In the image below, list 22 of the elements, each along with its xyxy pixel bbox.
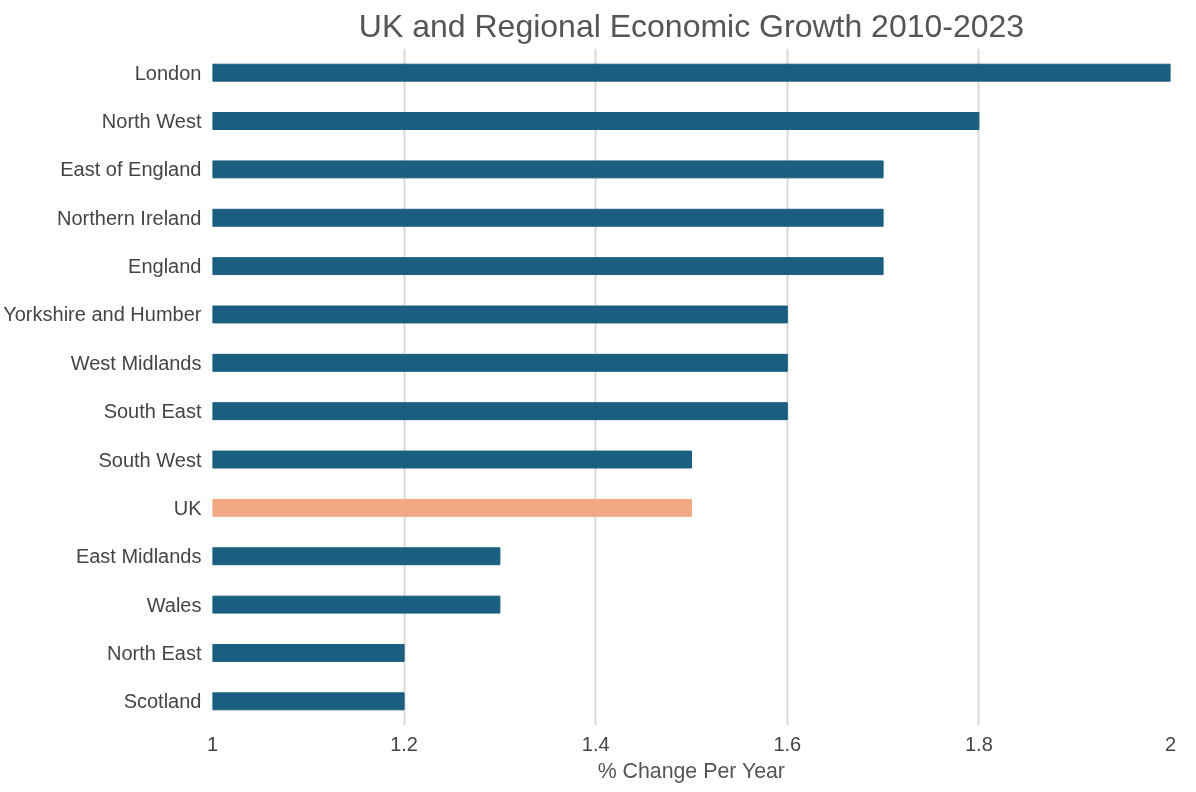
y-tick-label: North East bbox=[107, 641, 202, 664]
y-tick-label: North West bbox=[101, 110, 202, 133]
x-tick-label: 1.4 bbox=[581, 732, 610, 755]
chart-title: UK and Regional Economic Growth 2010-2023 bbox=[358, 7, 1025, 44]
x-tick-label: 1.2 bbox=[390, 732, 419, 755]
y-tick-label: South East bbox=[103, 400, 202, 423]
y-tick-label: London bbox=[134, 61, 202, 84]
y-tick-label: UK bbox=[173, 496, 203, 519]
x-tick-label: 1 bbox=[206, 732, 219, 755]
y-tick-label: East of England bbox=[60, 158, 202, 181]
x-tick-label: 2 bbox=[1164, 732, 1177, 755]
y-tick-label: Scotland bbox=[123, 690, 202, 713]
x-tick-label: 1.8 bbox=[965, 732, 993, 755]
y-tick-label: Northern Ireland bbox=[56, 206, 202, 229]
y-tick-label: Wales bbox=[146, 593, 202, 616]
y-tick-label: Yorkshire and Humber bbox=[3, 303, 202, 326]
x-tick-label: 1.6 bbox=[773, 732, 802, 755]
y-tick-label: West Midlands bbox=[70, 351, 202, 374]
y-tick-label: East Midlands bbox=[75, 545, 202, 568]
y-tick-label: England bbox=[128, 255, 202, 278]
y-tick-label: South West bbox=[98, 448, 202, 471]
x-axis-title: % Change Per Year bbox=[597, 758, 785, 783]
